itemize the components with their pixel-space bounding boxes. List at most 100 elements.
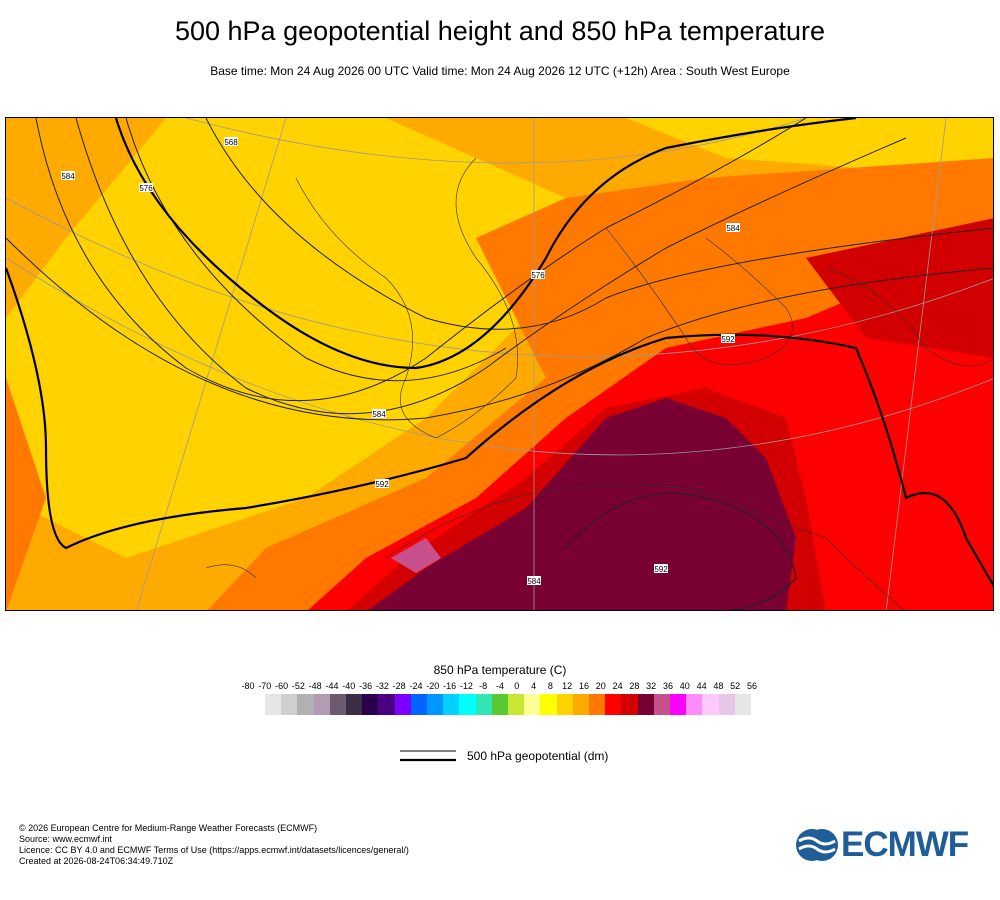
legend-swatch <box>556 694 573 715</box>
svg-text:584: 584 <box>61 172 75 181</box>
legend-tick: 0 <box>514 681 520 691</box>
svg-text:576: 576 <box>531 271 545 280</box>
legend-tick: 48 <box>713 681 724 691</box>
svg-text:584: 584 <box>527 577 541 586</box>
contour-label: 584 <box>61 171 75 181</box>
legend-swatch <box>297 694 314 715</box>
contour-label: 584 <box>726 223 740 233</box>
legend-tick: -4 <box>495 681 504 691</box>
contour-key: 500 hPa geopotential (dm) <box>400 745 700 767</box>
legend-swatch <box>670 694 687 715</box>
legend-tick: -28 <box>392 681 406 691</box>
legend-swatch <box>734 694 752 715</box>
svg-text:576: 576 <box>139 184 153 193</box>
legend-swatch <box>686 694 703 715</box>
legend-tick: 56 <box>746 681 757 691</box>
legend-swatch <box>572 694 590 715</box>
legend-swatch <box>459 694 476 715</box>
legend-swatch <box>281 694 298 715</box>
legend-tick: -8 <box>479 681 488 691</box>
legend-tick: -70 <box>258 681 272 691</box>
legend-tick: 12 <box>562 681 573 691</box>
legend-colorbar <box>265 694 752 715</box>
legend-swatch <box>621 694 638 715</box>
temp-field-24-west <box>6 378 46 610</box>
legend-tick: -48 <box>308 681 322 691</box>
legend-tick: -20 <box>426 681 440 691</box>
ecmwf-logo: ECMWF <box>795 826 985 864</box>
svg-text:584: 584 <box>726 224 740 233</box>
credit-created: Created at 2026-08-24T06:34:49.710Z <box>19 856 174 866</box>
credits: © 2026 European Centre for Medium-Range … <box>19 823 409 867</box>
legend-tick: -44 <box>325 681 339 691</box>
contour-key-lines <box>400 750 456 762</box>
contour-key-label: 500 hPa geopotential (dm) <box>467 749 609 763</box>
contour-label: 592 <box>721 334 735 344</box>
legend-swatch <box>265 694 282 715</box>
legend-swatch <box>410 694 428 715</box>
contour-label: 592 <box>375 479 389 489</box>
legend-tick: 36 <box>662 681 673 691</box>
legend-tick: 24 <box>612 681 623 691</box>
legend-swatch <box>443 694 460 715</box>
graticule <box>6 118 993 610</box>
contour-label: 584 <box>527 576 541 586</box>
legend-tick: -32 <box>375 681 389 691</box>
legend-swatch <box>313 694 330 715</box>
weather-map[interactable]: 568 576 584 584 584 592 592 592 576 584 <box>5 117 994 611</box>
legend-tick: 40 <box>679 681 690 691</box>
map-subtitle: Base time: Mon 24 Aug 2026 00 UTC Valid … <box>210 64 790 78</box>
temp-field-16-north <box>626 118 993 178</box>
contour-label: 576 <box>139 183 153 193</box>
legend-tick: 16 <box>578 681 589 691</box>
ecmwf-logo-text: ECMWF <box>841 825 969 864</box>
contour-label: 592 <box>654 564 668 574</box>
legend-swatch <box>702 694 719 715</box>
coastlines <box>205 157 993 610</box>
legend-title: 850 hPa temperature (C) <box>433 663 567 677</box>
temp-field-20-west <box>6 118 166 318</box>
legend-swatch <box>491 694 509 715</box>
legend-swatch <box>605 694 622 715</box>
contour-label: 584 <box>372 409 386 419</box>
legend-swatch <box>524 694 541 715</box>
legend-ticks: -80 -70 -60 -52 -48 -44 -40 -36 -32 -28 -24 -20 -16-… <box>0 681 1000 693</box>
geopotential-bold-contours <box>6 118 993 587</box>
legend-tick: 44 <box>696 681 707 691</box>
svg-text:568: 568 <box>224 138 238 147</box>
legend-tick: 20 <box>595 681 606 691</box>
map-canvas: 568 576 584 584 584 592 592 592 576 584 <box>6 118 993 610</box>
legend-tick: -52 <box>291 681 305 691</box>
legend-swatch <box>378 694 395 715</box>
legend-swatch <box>362 694 379 715</box>
credit-licence: Licence: CC BY 4.0 and ECMWF Terms of Us… <box>19 845 409 855</box>
temp-field-36 <box>368 398 796 610</box>
legend-swatch <box>394 694 411 715</box>
legend-swatch <box>346 694 363 715</box>
legend-tick: 28 <box>629 681 640 691</box>
page-title: 500 hPa geopotential height and 850 hPa … <box>174 16 825 46</box>
svg-text:584: 584 <box>372 410 386 419</box>
ecmwf-logo-icon <box>796 829 838 861</box>
legend-tick: -24 <box>409 681 423 691</box>
credit-copyright: © 2026 European Centre for Medium-Range … <box>19 823 318 833</box>
contour-labels: 568 576 584 584 584 592 592 592 576 584 <box>61 137 740 586</box>
credit-source: Source: www.ecmwf.int <box>19 834 113 844</box>
legend-tick: -36 <box>359 681 373 691</box>
legend-tick: -80 <box>241 681 255 691</box>
legend-tick: 52 <box>730 681 741 691</box>
contour-label: 576 <box>531 270 545 280</box>
svg-text:592: 592 <box>721 335 735 344</box>
legend-tick: -16 <box>443 681 457 691</box>
legend-swatch <box>475 694 492 715</box>
legend-tick: 32 <box>646 681 657 691</box>
svg-text:592: 592 <box>654 565 668 574</box>
temp-field-32-east <box>806 218 993 358</box>
legend-swatch <box>508 694 525 715</box>
legend-swatch <box>589 694 606 715</box>
legend-swatch <box>329 694 347 715</box>
legend-swatch <box>653 694 671 715</box>
legend-swatch <box>718 694 735 715</box>
svg-text:592: 592 <box>375 480 389 489</box>
contour-label: 568 <box>224 137 238 147</box>
